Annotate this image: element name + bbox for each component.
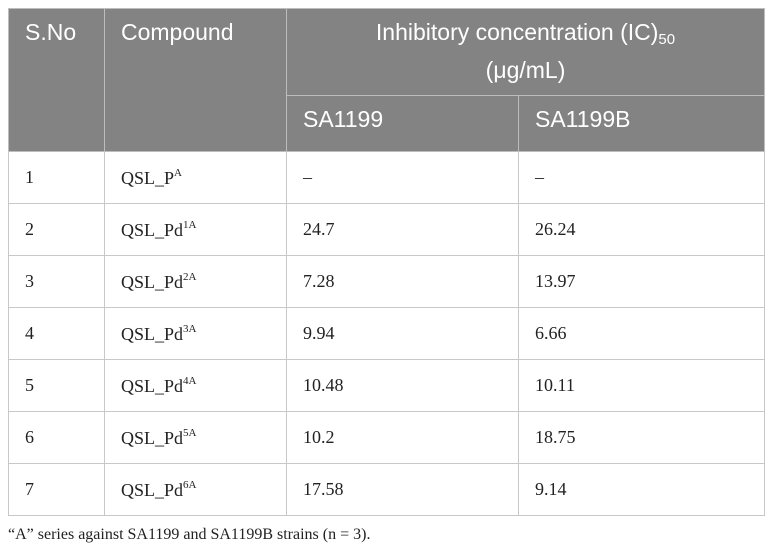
compound-name: QSL_Pd — [121, 427, 184, 448]
cell-text: 7 — [25, 479, 34, 499]
cell-text: 10.11 — [535, 375, 575, 395]
table-cell: 9.94 — [286, 307, 519, 360]
table-cell: QSL_Pd6A — [104, 463, 287, 516]
table-cell: QSL_Pd3A — [104, 307, 287, 360]
table-cell: QSL_Pd4A — [104, 359, 287, 412]
table-cell: 26.24 — [517, 203, 766, 256]
cell-text: 10.2 — [303, 427, 335, 447]
compound-name: QSL_Pd — [121, 375, 184, 396]
table-cell: 3 — [8, 255, 105, 308]
cell-text: 9.94 — [303, 323, 335, 343]
table-cell: 17.58 — [286, 463, 519, 516]
table-row: 7 QSL_Pd6A 17.58 9.14 — [8, 463, 766, 516]
cell-text: 4 — [25, 323, 34, 343]
cell-text: 17.58 — [303, 479, 344, 499]
table-cell: 2 — [8, 203, 105, 256]
header-subscript: 50 — [658, 31, 676, 48]
table-cell: QSL_PA — [104, 151, 287, 204]
table-cell: – — [286, 151, 519, 204]
table-cell: 1 — [8, 151, 105, 204]
cell-text: 2 — [25, 219, 34, 239]
header-text: S.No — [25, 19, 77, 45]
header-text: SA1199B — [535, 106, 631, 132]
header-compound: Compound — [104, 8, 287, 152]
header-ic: Inhibitory concentration (IC)50 (μg/mL) — [285, 8, 766, 96]
table-row: 6 QSL_Pd5A 10.2 18.75 — [8, 411, 766, 464]
compound-superscript: 4A — [183, 374, 197, 387]
header-text: Inhibitory concentration (IC) — [375, 19, 659, 45]
table-cell: 18.75 — [517, 411, 766, 464]
table-cell: 5 — [8, 359, 105, 412]
table-cell: 4 — [8, 307, 105, 360]
cell-text: 6.66 — [535, 323, 567, 343]
cell-text: 6 — [25, 427, 34, 447]
compound-name: QSL_Pd — [121, 479, 184, 500]
compound-superscript: A — [174, 166, 182, 179]
table-row: 5 QSL_Pd4A 10.48 10.11 — [8, 359, 766, 412]
cell-text: 24.7 — [303, 219, 335, 239]
header-sno: S.No — [8, 8, 105, 152]
data-table: S.No Compound Inhibitory concentration (… — [8, 8, 766, 516]
compound-superscript: 2A — [183, 270, 197, 283]
table-cell: 13.97 — [517, 255, 766, 308]
cell-text: 3 — [25, 271, 34, 291]
compound-superscript: 6A — [183, 478, 197, 491]
cell-text: 13.97 — [535, 271, 576, 291]
cell-text: 5 — [25, 375, 34, 395]
cell-text: 18.75 — [535, 427, 576, 447]
table-row: 3 QSL_Pd2A 7.28 13.97 — [8, 255, 766, 308]
table-cell: 10.11 — [517, 359, 766, 412]
cell-text: 9.14 — [535, 479, 567, 499]
table-cell: 7 — [8, 463, 105, 516]
table-row: 4 QSL_Pd3A 9.94 6.66 — [8, 307, 766, 360]
compound-superscript: 1A — [183, 218, 197, 231]
compound-name: QSL_Pd — [121, 271, 184, 292]
table-cell: 10.2 — [286, 411, 519, 464]
cell-text: – — [303, 167, 312, 187]
cell-text: – — [535, 167, 544, 187]
cell-text: 10.48 — [303, 375, 344, 395]
table-row: 1 QSL_PA – – — [8, 151, 766, 204]
footnote: “A” series against SA1199 and SA1199B st… — [8, 526, 371, 543]
header-strain: SA1199B — [517, 95, 766, 152]
header-text: SA1199 — [303, 106, 384, 132]
compound-name: QSL_P — [121, 167, 175, 188]
table-cell: 6 — [8, 411, 105, 464]
header-strain: SA1199 — [286, 95, 519, 152]
table-body: 1 QSL_PA – –2 QSL_Pd1A 24.7 26.24 3 QSL_Pd2A 7.28… — [8, 151, 766, 516]
table-cell: 6.66 — [517, 307, 766, 360]
table-cell: 7.28 — [286, 255, 519, 308]
table-cell: QSL_Pd5A — [104, 411, 287, 464]
compound-name: QSL_Pd — [121, 323, 184, 344]
table-cell: 9.14 — [517, 463, 766, 516]
compound-superscript: 3A — [183, 322, 197, 335]
cell-text: 7.28 — [303, 271, 335, 291]
table-cell: 24.7 — [286, 203, 519, 256]
table-row: 2 QSL_Pd1A 24.7 26.24 — [8, 203, 766, 256]
compound-name: QSL_Pd — [121, 219, 184, 240]
table-cell: – — [517, 151, 766, 204]
header-unit: (μg/mL) — [485, 57, 566, 83]
compound-superscript: 5A — [183, 426, 197, 439]
cell-text: 1 — [25, 167, 34, 187]
table-cell: QSL_Pd1A — [104, 203, 287, 256]
table-cell: QSL_Pd2A — [104, 255, 287, 308]
table-cell: 10.48 — [286, 359, 519, 412]
cell-text: 26.24 — [535, 219, 576, 239]
header-text: Compound — [121, 19, 234, 45]
